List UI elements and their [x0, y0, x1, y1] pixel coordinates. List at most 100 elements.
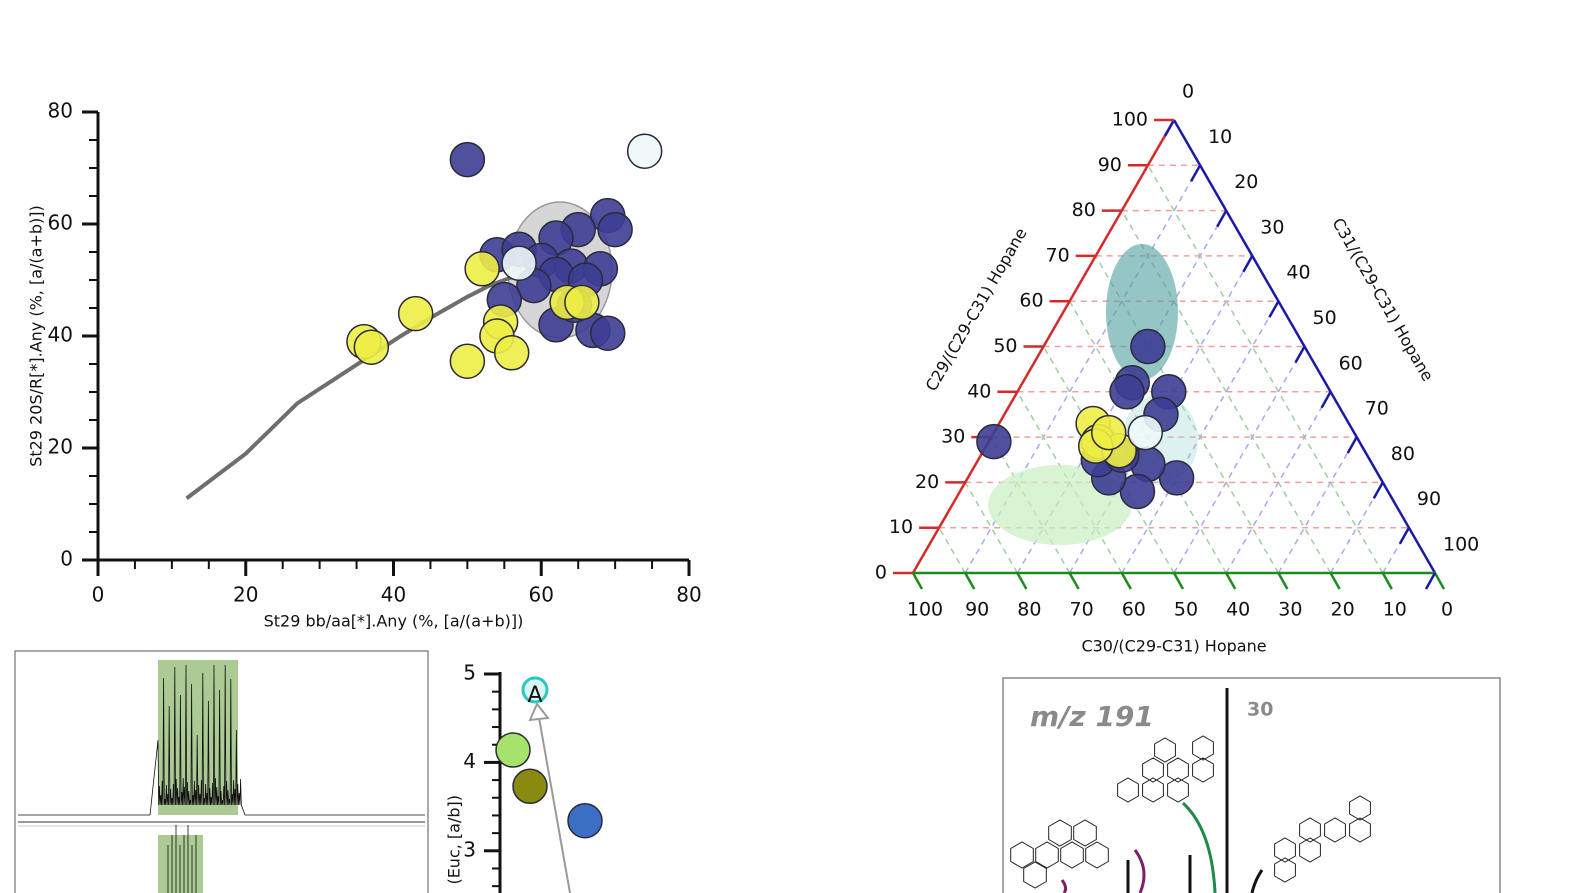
bottom-tick [911, 572, 924, 590]
spectrum-panel: m/z 191 30 [1002, 677, 1501, 893]
ring [1274, 857, 1296, 883]
point [449, 343, 486, 379]
bottom-tick-label: 90 [965, 599, 989, 621]
right-tick-label: 60 [1339, 352, 1363, 374]
x-tick-label: 40 [381, 583, 406, 607]
arrow [1133, 849, 1146, 893]
bottom-tick [1120, 572, 1132, 590]
right-tick [1398, 527, 1410, 545]
ring [1048, 819, 1072, 847]
bottom-tick [1225, 572, 1237, 590]
point [397, 295, 434, 332]
bottom-tick [1433, 572, 1446, 590]
point [495, 732, 531, 768]
right-tick-label: 90 [1417, 488, 1441, 510]
trace-line [18, 664, 425, 816]
point [1158, 460, 1195, 496]
point [493, 335, 530, 371]
left-tick-label: 50 [993, 335, 1017, 357]
point [353, 329, 390, 365]
highlight [158, 835, 203, 893]
x-tick-label: 80 [676, 583, 701, 607]
grid-line [1121, 300, 1280, 574]
arrow [1181, 801, 1217, 893]
right-tick-label: 40 [1286, 262, 1310, 284]
left-tick-label: 70 [1046, 244, 1070, 266]
point [512, 768, 548, 805]
x-axis-title: St29 bb/aa[*].Any (%, [a/(a+b)]) [264, 612, 524, 631]
left-axis-title: C29/(C29-C31) Hopane [922, 225, 1031, 395]
bottom-tick [1329, 572, 1341, 590]
ring [1085, 841, 1109, 869]
ring [1023, 861, 1047, 889]
right-tick [1294, 345, 1306, 364]
bottom-tick [1277, 572, 1289, 590]
left-tick-label: 100 [1112, 109, 1148, 131]
ring [1324, 817, 1346, 843]
left-tick-label: 10 [889, 516, 913, 538]
bottom-tick-label: 10 [1383, 599, 1407, 621]
point [1130, 328, 1166, 365]
grid-line [1225, 391, 1332, 574]
right-tick-label: 70 [1365, 398, 1389, 420]
point [1127, 414, 1164, 451]
molecule [1010, 735, 1371, 889]
ring [1010, 841, 1034, 869]
right-tick-label: 50 [1313, 307, 1337, 329]
arrow-head [528, 702, 550, 722]
y-tick-label: 20 [48, 435, 73, 459]
bottom-tick-label: 20 [1331, 599, 1355, 621]
trend-line [185, 275, 513, 500]
bottom-tick-label: 40 [1226, 599, 1250, 621]
point [626, 133, 663, 169]
right-tick-label: 30 [1260, 216, 1284, 238]
point [1109, 374, 1145, 410]
y-tick-label: 5 [463, 661, 476, 685]
bottom-axis-title: C30/(C29-C31) Hopane [1081, 637, 1266, 656]
right-tick [1190, 164, 1202, 182]
grid-line [1382, 527, 1410, 574]
trace [18, 664, 425, 893]
right-tick-label: 80 [1391, 443, 1415, 465]
x-tick-label: 60 [529, 583, 554, 607]
right-tick [1163, 119, 1176, 137]
x-tick-label: 0 [92, 583, 105, 607]
y-tick-label: 3 [463, 837, 476, 861]
arrow [1250, 869, 1264, 893]
right-tick [1320, 391, 1332, 409]
point [1091, 414, 1127, 451]
point [521, 676, 549, 704]
ring [1167, 757, 1189, 783]
point [597, 211, 633, 248]
x-tick-label: 20 [233, 583, 258, 607]
point [564, 284, 600, 321]
grid-line [1147, 164, 1384, 574]
ring [1117, 777, 1139, 803]
point [464, 251, 500, 287]
right-tick [1424, 572, 1437, 590]
bottom-tick-label: 30 [1278, 599, 1302, 621]
grid-line [1277, 436, 1358, 574]
bottom-tick [1381, 572, 1393, 590]
point [589, 315, 626, 351]
ring [1299, 817, 1321, 843]
point [501, 245, 537, 281]
point [976, 423, 1012, 460]
ring [1142, 757, 1164, 783]
peak-label: 30 [1247, 699, 1273, 721]
y-tick-label: 60 [48, 211, 73, 235]
bottom-tick [1068, 572, 1080, 590]
ring [1274, 837, 1296, 863]
point [449, 141, 486, 178]
ring [1349, 795, 1371, 821]
left-tick-label: 30 [941, 426, 965, 448]
grid-line [938, 527, 966, 574]
bottom-tick-label: 60 [1122, 599, 1146, 621]
ring [1154, 737, 1176, 763]
arrow [1060, 879, 1068, 893]
ring [1060, 841, 1084, 869]
y-tick-label: 0 [60, 547, 73, 571]
right-tick [1372, 481, 1384, 500]
right-tick-label: 0 [1182, 81, 1194, 103]
left-tick-label: 90 [1098, 154, 1122, 176]
